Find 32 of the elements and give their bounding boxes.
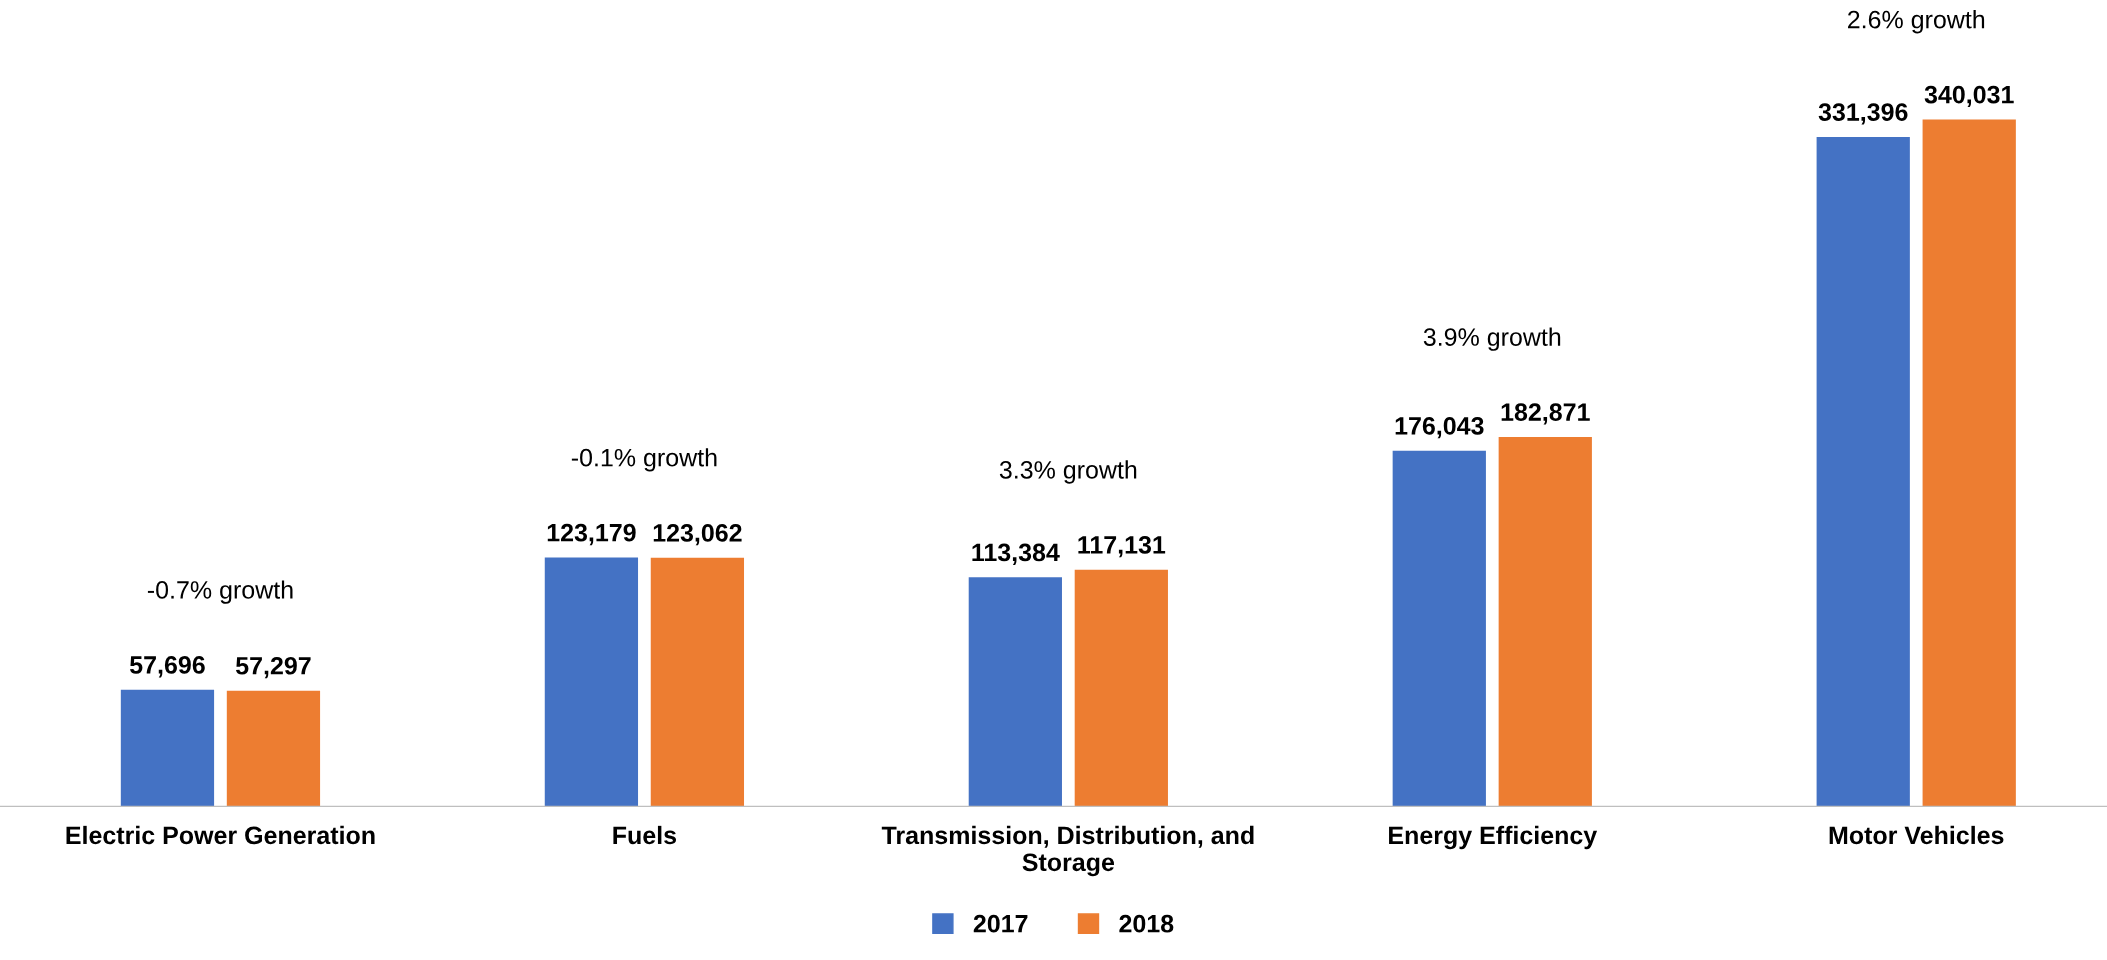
data-label: 57,297 (235, 656, 311, 679)
data-label: 123,179 (547, 523, 636, 546)
bar (1922, 119, 2016, 807)
data-label: 182,871 (1501, 403, 1590, 425)
legend-label: 2018 (1119, 914, 1174, 933)
bar (120, 689, 215, 807)
x-tick-label: Electric Power Generation (66, 825, 375, 845)
data-label: 123,062 (653, 524, 742, 546)
annotation: 3.9% growth (1423, 327, 1561, 351)
annotation: 3.3% growth (999, 460, 1137, 484)
bar (1498, 436, 1592, 807)
bar (1392, 450, 1486, 807)
x-tick-label: Fuels (613, 825, 677, 845)
data-label: 57,696 (130, 656, 205, 678)
bar (226, 690, 321, 807)
annotation: -0.7% growth (147, 580, 293, 604)
data-label: 176,043 (1395, 417, 1484, 439)
x-tick-label: Motor Vehicles (1829, 825, 2004, 845)
bar (1816, 136, 1910, 807)
bar (544, 557, 639, 807)
annotation: -0.1% growth (571, 448, 717, 472)
x-tick-label: Energy Efficiency (1389, 825, 1598, 850)
data-label: 117,131 (1078, 536, 1166, 558)
bar (968, 577, 1062, 807)
bar (650, 557, 745, 807)
data-label: 340,031 (1924, 85, 2014, 108)
data-label: 331,396 (1818, 103, 1908, 125)
text: 2.6% growth (1848, 10, 1985, 34)
bar (1074, 569, 1168, 807)
x-tick-label: Transmission, Distribution, and Storage (881, 825, 1254, 877)
legend-label: 2017 (973, 914, 1028, 933)
data-label: 113,384 (972, 543, 1060, 565)
